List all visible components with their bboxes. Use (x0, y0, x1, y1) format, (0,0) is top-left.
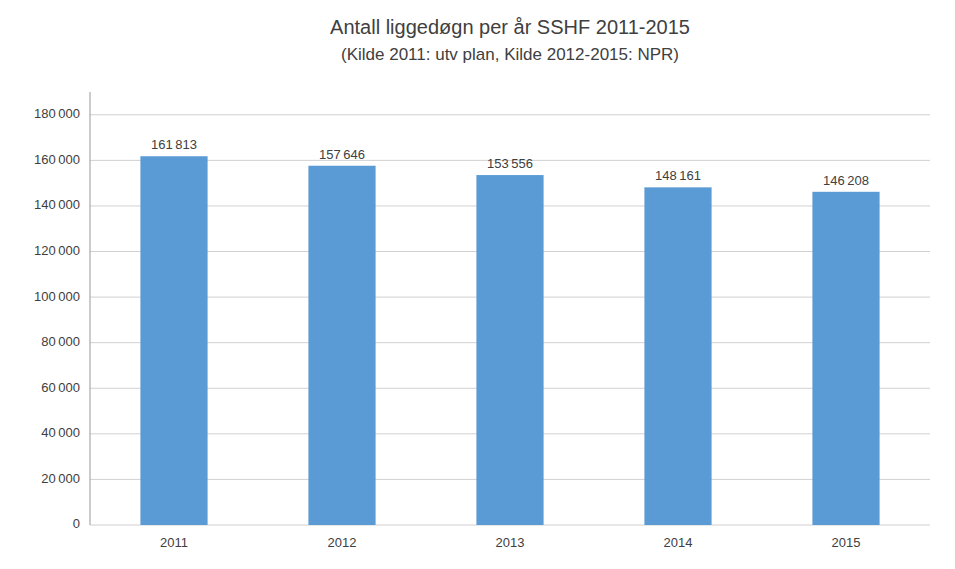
bars (140, 156, 879, 525)
data-label: 153 556 (487, 156, 533, 171)
y-axis-line (90, 92, 91, 525)
data-label: 161 813 (151, 137, 197, 152)
y-tick-labels: 0 20 000 40 000 60 000 80 000 100 000 120 000 1… (34, 106, 80, 531)
title: Antall liggedøgn per år SSHF 2011-2015 (330, 16, 690, 38)
bar (476, 175, 543, 525)
bar (812, 192, 879, 525)
bar (644, 187, 711, 525)
y-tick-label: 180 000 (34, 106, 80, 121)
bar (308, 166, 375, 525)
grid (90, 115, 930, 525)
x-tick-label: 2015 (832, 535, 861, 550)
y-tick-label: 60 000 (41, 380, 80, 395)
data-label: 157 646 (319, 147, 365, 162)
y-tick-label: 20 000 (41, 471, 80, 486)
chart: Antall liggedøgn per år SSHF 2011-2015 (K… (0, 0, 955, 569)
subtitle: (Kilde 2011: utv plan, Kilde 2012-2015: … (341, 45, 679, 64)
y-tick-label: 140 000 (34, 197, 80, 212)
y-tick-label: 120 000 (34, 243, 80, 258)
y-tick-label: 40 000 (41, 425, 80, 440)
y-tick-label: 100 000 (34, 289, 80, 304)
y-tick-label: 160 000 (34, 152, 80, 167)
grid-line (90, 114, 930, 115)
x-tick-label: 2013 (496, 535, 525, 550)
y-tick-label: 0 (73, 516, 80, 531)
x-tick-label: 2011 (160, 535, 188, 550)
x-tick-label: 2014 (664, 535, 693, 550)
x-tick-label: 2012 (328, 535, 357, 550)
data-label: 148 161 (655, 168, 701, 183)
data-label: 146 208 (823, 173, 869, 188)
x-tick-labels: 2011 2012 2013 2014 2015 (160, 535, 860, 550)
bar (140, 156, 207, 525)
y-tick-label: 80 000 (41, 334, 80, 349)
data-labels: 161 813 157 646 153 556 148 161 146 208 (151, 137, 869, 188)
